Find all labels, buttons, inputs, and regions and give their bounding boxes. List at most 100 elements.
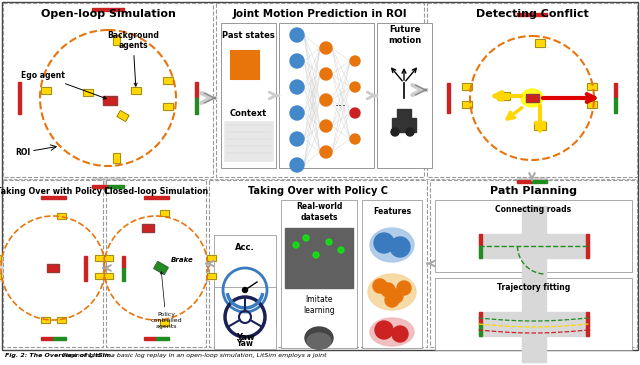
Polygon shape: [56, 213, 65, 219]
Polygon shape: [462, 82, 472, 89]
Text: Features: Features: [373, 207, 411, 216]
Bar: [143, 337, 156, 340]
Ellipse shape: [307, 333, 331, 349]
Bar: [532, 180, 547, 183]
Bar: [214, 235, 276, 325]
Text: Beginning with a basic log replay in an open-loop simulation, LitSim employs a j: Beginning with a basic log replay in an …: [60, 353, 326, 358]
Circle shape: [350, 82, 360, 92]
Circle shape: [290, 132, 304, 146]
Circle shape: [392, 326, 408, 342]
Polygon shape: [113, 35, 120, 45]
Polygon shape: [95, 255, 104, 261]
Bar: [377, 23, 432, 168]
Bar: [241, 61, 269, 89]
Bar: [92, 8, 124, 188]
Bar: [447, 83, 450, 113]
Bar: [236, 56, 264, 84]
Text: Imitate
learning: Imitate learning: [303, 295, 335, 315]
Bar: [362, 200, 422, 348]
Circle shape: [350, 134, 360, 144]
Bar: [231, 51, 259, 79]
Polygon shape: [47, 264, 59, 272]
Bar: [122, 268, 125, 280]
Bar: [40, 337, 53, 340]
Polygon shape: [113, 153, 120, 163]
Polygon shape: [131, 87, 141, 93]
Polygon shape: [163, 77, 173, 84]
Polygon shape: [95, 273, 104, 279]
Circle shape: [320, 68, 332, 80]
Circle shape: [290, 28, 304, 42]
Circle shape: [406, 128, 414, 136]
Bar: [40, 196, 65, 340]
Bar: [40, 196, 65, 199]
Circle shape: [290, 158, 304, 172]
Bar: [285, 228, 353, 288]
Bar: [92, 8, 124, 11]
Bar: [517, 180, 532, 183]
Bar: [18, 82, 21, 114]
Bar: [479, 234, 589, 258]
Circle shape: [373, 279, 387, 293]
Ellipse shape: [368, 274, 416, 310]
Circle shape: [320, 94, 332, 106]
Polygon shape: [40, 317, 49, 323]
Text: Brake: Brake: [171, 257, 194, 263]
Polygon shape: [41, 87, 51, 93]
Text: Yaw: Yaw: [236, 333, 254, 342]
Text: Past states: Past states: [222, 31, 275, 39]
Bar: [614, 98, 617, 113]
Text: Context: Context: [230, 108, 267, 118]
Bar: [0, 255, 125, 280]
Bar: [84, 255, 87, 280]
Circle shape: [381, 283, 395, 297]
Text: Real-world
datasets: Real-world datasets: [296, 202, 342, 222]
Bar: [522, 206, 545, 286]
Bar: [522, 286, 545, 362]
Polygon shape: [83, 88, 93, 96]
Bar: [479, 312, 589, 336]
Polygon shape: [56, 317, 65, 323]
Bar: [106, 180, 206, 347]
Bar: [143, 196, 168, 199]
Circle shape: [320, 42, 332, 54]
Text: Path Planning: Path Planning: [490, 186, 577, 196]
Bar: [427, 3, 637, 177]
Polygon shape: [104, 255, 113, 261]
Bar: [84, 255, 228, 280]
Polygon shape: [462, 100, 472, 108]
Text: Background
agents: Background agents: [107, 31, 159, 86]
Polygon shape: [534, 122, 546, 130]
Bar: [392, 118, 416, 132]
Bar: [447, 83, 617, 113]
Bar: [435, 278, 632, 350]
Polygon shape: [159, 320, 168, 326]
Polygon shape: [207, 273, 216, 279]
Circle shape: [290, 80, 304, 94]
Text: ROI: ROI: [15, 148, 30, 157]
Circle shape: [350, 108, 360, 118]
Polygon shape: [117, 111, 129, 122]
Polygon shape: [587, 82, 597, 89]
Text: Connecting roads: Connecting roads: [495, 205, 572, 215]
Circle shape: [374, 233, 394, 253]
Circle shape: [397, 281, 411, 295]
Polygon shape: [207, 255, 216, 261]
Ellipse shape: [521, 89, 543, 107]
Circle shape: [338, 247, 344, 253]
Polygon shape: [525, 94, 538, 102]
Polygon shape: [154, 262, 168, 274]
Text: Taking Over with Policy C: Taking Over with Policy C: [248, 186, 388, 196]
Bar: [517, 13, 547, 183]
Circle shape: [326, 239, 332, 245]
Ellipse shape: [370, 318, 414, 346]
Bar: [479, 234, 481, 246]
Polygon shape: [142, 224, 154, 232]
Text: Trajectory fitting: Trajectory fitting: [497, 284, 570, 292]
Bar: [281, 200, 357, 348]
Circle shape: [313, 252, 319, 258]
Polygon shape: [104, 273, 113, 279]
Bar: [479, 312, 481, 324]
Bar: [397, 109, 411, 119]
Bar: [92, 185, 108, 188]
